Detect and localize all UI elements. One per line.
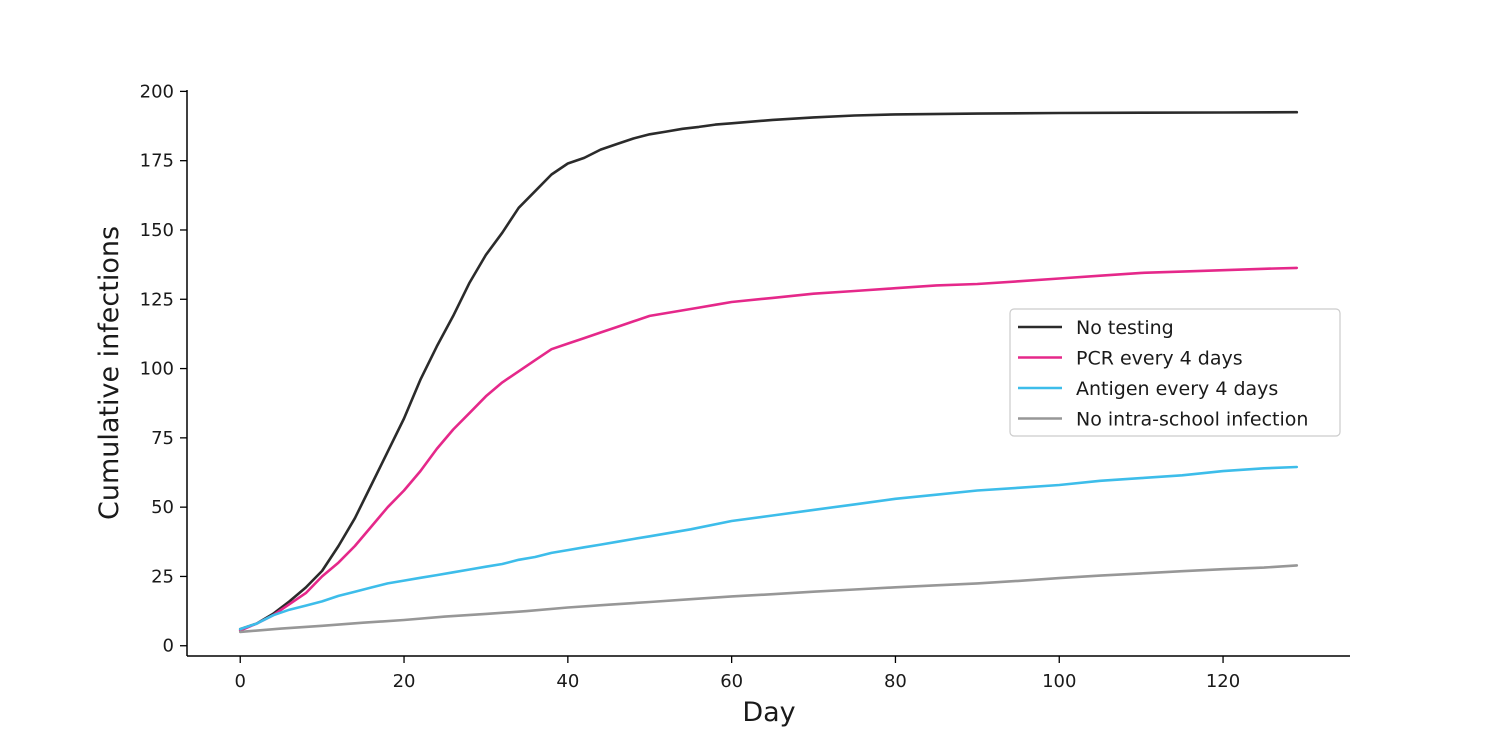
y-ticks: 0 25 50 75 100 125 150 175 200 bbox=[140, 81, 187, 657]
legend-frame bbox=[1009, 308, 1341, 437]
series-line-3 bbox=[238, 564, 1299, 634]
y-tick-label: 125 bbox=[140, 289, 174, 310]
x-axis-title: Day bbox=[742, 697, 795, 728]
x-tick-label: 0 bbox=[235, 671, 246, 692]
y-tick-label: 150 bbox=[140, 220, 174, 241]
y-tick-label: 25 bbox=[151, 566, 174, 587]
x-tick-label: 60 bbox=[720, 671, 743, 692]
y-tick-label: 200 bbox=[140, 81, 174, 102]
series-line-1 bbox=[238, 266, 1299, 632]
y-axis-title: Cumulative infections bbox=[94, 226, 125, 520]
x-tick-label: 40 bbox=[556, 671, 579, 692]
legend-label-0: No testing bbox=[1076, 317, 1174, 339]
y-tick-label: 175 bbox=[140, 151, 174, 172]
y-tick-label: 50 bbox=[151, 497, 174, 518]
x-tick-label: 20 bbox=[393, 671, 416, 692]
legend: No testing PCR every 4 days Antigen every … bbox=[1009, 308, 1341, 437]
x-ticks: 0 20 40 60 80 100 120 bbox=[235, 656, 1240, 692]
series-line-2 bbox=[238, 465, 1299, 631]
x-tick-label: 100 bbox=[1042, 671, 1076, 692]
y-tick-label: 100 bbox=[140, 359, 174, 380]
legend-label-3: No intra-school infection bbox=[1076, 409, 1308, 431]
y-tick-label: 0 bbox=[163, 636, 174, 657]
legend-label-2: Antigen every 4 days bbox=[1076, 378, 1278, 400]
series-line-0 bbox=[238, 110, 1299, 631]
plot-lines bbox=[238, 110, 1299, 634]
axes bbox=[186, 90, 1350, 657]
y-tick-label: 75 bbox=[151, 428, 174, 449]
x-tick-label: 80 bbox=[884, 671, 907, 692]
legend-label-1: PCR every 4 days bbox=[1076, 348, 1243, 370]
x-tick-label: 120 bbox=[1206, 671, 1240, 692]
